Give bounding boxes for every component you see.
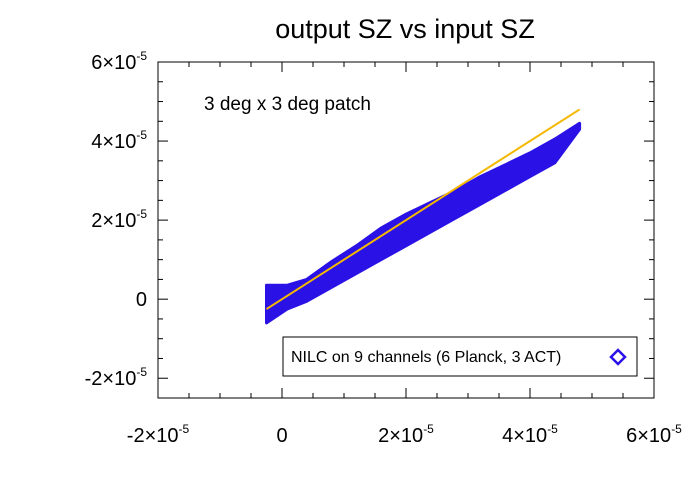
legend-diamond-marker	[609, 348, 627, 366]
x-tick-label: 4×10-5	[502, 422, 558, 447]
y-tick-label: 2×10-5	[91, 207, 147, 232]
reference-line	[265, 108, 581, 310]
legend-box	[282, 336, 638, 377]
patch-annotation: 3 deg x 3 deg patch	[204, 94, 371, 115]
y-tick-label: 0	[136, 289, 147, 311]
legend: NILC on 9 channels (6 Planck, 3 ACT)	[282, 336, 638, 377]
y-tick-label: 6×10-5	[91, 49, 147, 74]
x-tick-label: 6×10-5	[626, 422, 682, 447]
x-tick-label: 2×10-5	[378, 422, 434, 447]
y-tick-label: -2×10-5	[85, 365, 148, 390]
scatter-band	[265, 121, 582, 325]
x-tick-label: 0	[276, 425, 287, 447]
legend-label: NILC on 9 channels (6 Planck, 3 ACT)	[291, 349, 561, 366]
scatter-point-cloud	[265, 121, 582, 325]
x-tick-label: -2×10-5	[127, 422, 190, 447]
axes: -2×10-5 0 2×10-5 4×10-5 6×10-5 -2×10-5 0 2×10-5…	[85, 49, 683, 447]
y-tick-label: 4×10-5	[91, 128, 147, 153]
reference-line-group	[265, 108, 581, 310]
chart-title: output SZ vs input SZ	[275, 14, 535, 44]
